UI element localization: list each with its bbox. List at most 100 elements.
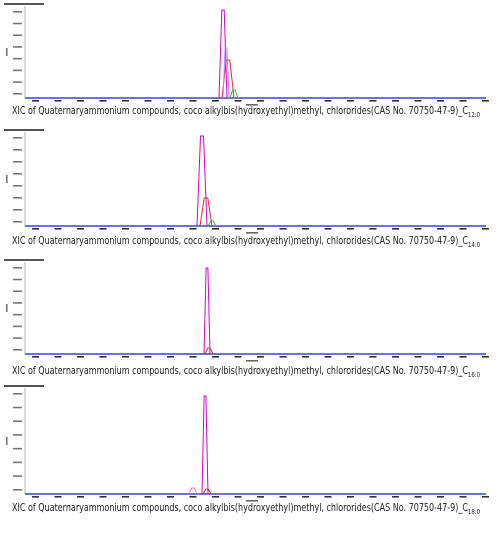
x-tick-label — [347, 356, 354, 358]
x-axis-title — [246, 500, 258, 502]
x-tick-label — [347, 496, 354, 498]
x-tick-label — [99, 228, 107, 230]
x-tick-label — [167, 100, 174, 102]
x-tick-label — [347, 100, 354, 102]
x-tick-label — [459, 496, 467, 498]
x-tick-label — [77, 100, 84, 102]
x-tick-label — [414, 228, 422, 230]
x-tick-label — [459, 100, 467, 102]
x-tick-label — [482, 356, 489, 358]
x-tick-label — [122, 496, 129, 498]
y-axis-title — [6, 48, 8, 56]
y-tick-label — [13, 137, 22, 139]
y-tick-label — [13, 325, 22, 328]
y-tick-label — [13, 57, 22, 60]
x-tick-label — [482, 228, 489, 230]
x-tick-label — [189, 100, 197, 102]
x-tick-label — [302, 496, 309, 498]
x-axis-title — [246, 104, 258, 106]
y-tick-label — [13, 185, 22, 187]
x-tick-label — [144, 228, 152, 230]
caption: XIC of Quaternaryammonium compounds, coc… — [12, 235, 480, 249]
x-tick-label — [392, 356, 399, 358]
peak — [207, 220, 217, 227]
caption-subscript: 12:0 — [468, 111, 480, 119]
caption-text: XIC of Quaternaryammonium compounds, coc… — [12, 502, 468, 514]
caption: XIC of Quaternaryammonium compounds, coc… — [12, 105, 480, 119]
x-tick-label — [459, 228, 467, 230]
x-tick-label — [392, 496, 399, 498]
x-tick-label — [122, 356, 129, 358]
x-tick-label — [32, 356, 39, 358]
x-tick-label — [324, 100, 332, 102]
x-tick-label — [122, 228, 129, 230]
x-tick-label — [54, 496, 62, 498]
x-tick-label — [99, 496, 107, 498]
x-tick-label — [302, 100, 309, 102]
chromatogram-panel: XIC of Quaternaryammonium compounds, coc… — [4, 3, 489, 119]
x-tick-label — [257, 356, 264, 358]
x-tick-label — [414, 496, 422, 498]
y-tick-label — [13, 420, 22, 423]
x-tick-label — [167, 228, 174, 230]
x-tick-label — [369, 496, 377, 498]
x-axis-title — [246, 232, 258, 234]
peak — [204, 347, 214, 355]
y-tick-label — [13, 475, 22, 477]
y-tick-label — [13, 161, 22, 163]
x-tick-label — [302, 228, 309, 230]
x-tick-label — [437, 356, 444, 358]
peak — [202, 488, 212, 495]
x-tick-label — [279, 100, 287, 102]
x-tick-label — [54, 100, 62, 102]
x-tick-label — [369, 100, 377, 102]
x-tick-label — [234, 356, 242, 358]
x-tick-label — [234, 100, 242, 102]
x-tick-label — [99, 356, 107, 358]
x-tick-label — [234, 496, 242, 498]
x-tick-label — [369, 228, 377, 230]
x-tick-label — [302, 356, 309, 358]
x-tick-label — [77, 228, 84, 230]
y-tick-label — [13, 209, 22, 211]
peak — [188, 487, 198, 495]
y-tick-label — [13, 349, 22, 351]
x-tick-label — [347, 228, 354, 230]
x-tick-label — [234, 228, 242, 230]
y-tick-label — [13, 337, 22, 339]
y-tick-label — [13, 447, 22, 450]
y-tick-label — [13, 278, 22, 281]
x-axis-title — [246, 360, 258, 362]
x-tick-label — [257, 100, 264, 102]
x-tick-label — [279, 228, 287, 230]
x-tick-label — [144, 496, 152, 498]
x-tick-label — [257, 496, 264, 498]
x-tick-label — [77, 356, 84, 358]
y-tick-label — [13, 489, 22, 491]
peak — [199, 197, 213, 227]
peak — [229, 89, 239, 99]
y-tick-label — [13, 434, 22, 436]
x-tick-label — [122, 100, 129, 102]
y-tick-label — [13, 173, 22, 175]
y-tick-label — [13, 34, 22, 37]
legend-strip — [4, 385, 44, 387]
x-tick-label — [437, 228, 444, 230]
x-tick-label — [54, 356, 62, 358]
x-tick-label — [144, 356, 152, 358]
peak — [196, 135, 208, 227]
y-tick-label — [13, 221, 22, 223]
y-tick-label — [13, 149, 22, 151]
x-tick-label — [437, 100, 444, 102]
x-tick-label — [32, 228, 39, 230]
caption-subscript: 16:0 — [468, 371, 480, 379]
x-tick-label — [212, 356, 219, 358]
x-tick-label — [324, 228, 332, 230]
peak — [222, 47, 230, 99]
y-tick-label — [13, 302, 22, 304]
y-axis-title — [6, 304, 8, 312]
x-tick-label — [77, 496, 84, 498]
y-tick-label — [13, 69, 22, 72]
x-tick-label — [189, 228, 197, 230]
